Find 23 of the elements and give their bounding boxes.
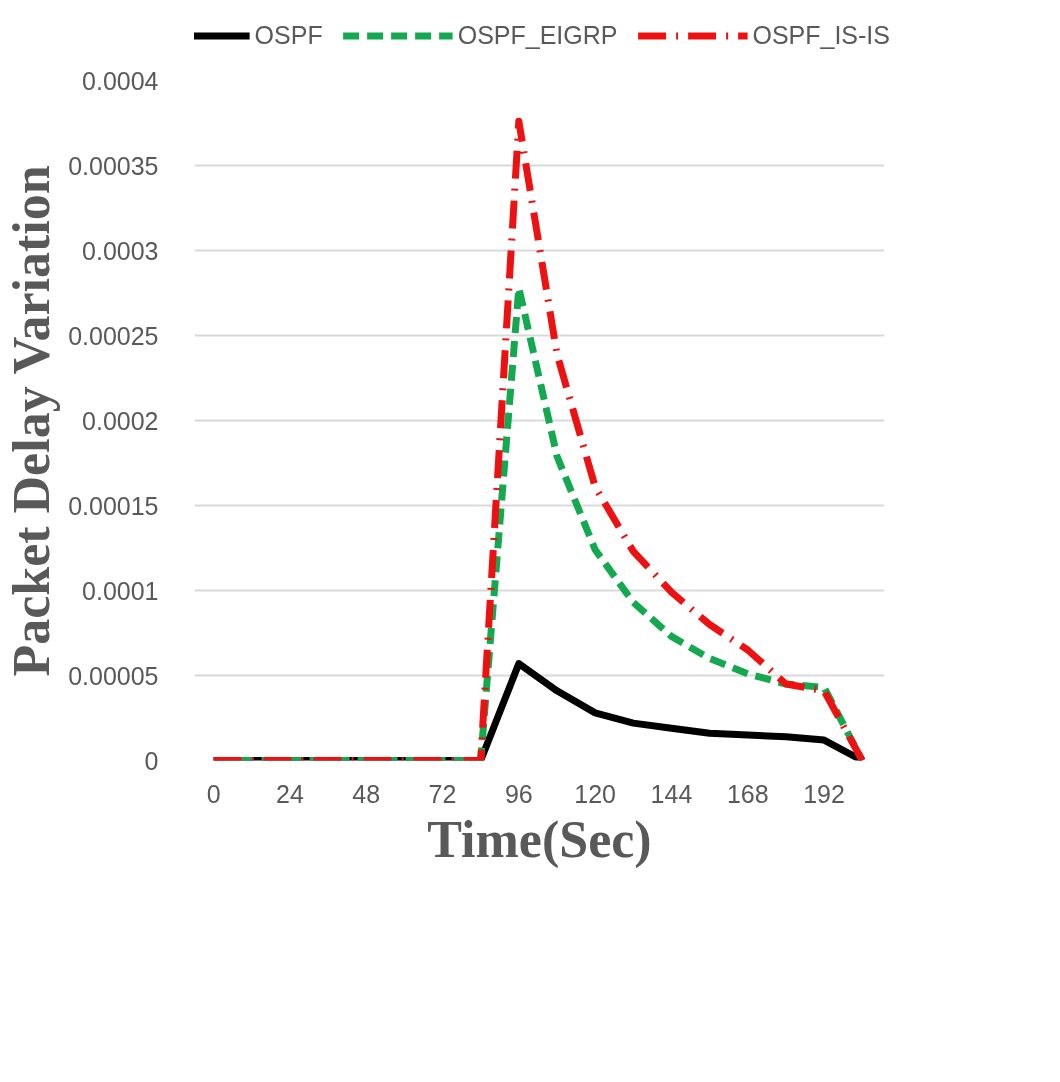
y-tick-label: 0.0003	[82, 236, 159, 265]
x-tick-label: 0	[206, 779, 221, 808]
x-tick-label: 144	[650, 779, 693, 808]
x-tick-label: 24	[275, 779, 304, 808]
y-tick-label: 0.00005	[68, 661, 159, 690]
y-tick-label: 0.0001	[82, 576, 159, 605]
y-tick-label: 0.00025	[68, 321, 159, 350]
legend-label: OSPF_IS-IS	[752, 20, 890, 50]
legend-label: OSPF_EIGRP	[457, 20, 618, 50]
x-tick-label: 168	[726, 779, 769, 808]
x-tick-label: 72	[428, 779, 457, 808]
y-tick-label: 0.00035	[68, 151, 159, 180]
x-tick-label: 120	[574, 779, 617, 808]
x-axis-title: Time(Sec)	[427, 810, 652, 869]
legend-label: OSPF	[254, 20, 323, 50]
x-tick-label: 48	[352, 779, 381, 808]
y-tick-label: 0.0004	[82, 66, 159, 95]
x-tick-label: 96	[504, 779, 533, 808]
y-tick-label: 0.0002	[82, 406, 159, 435]
y-tick-label: 0	[144, 746, 159, 775]
y-axis-title: Packet Delay Variation	[3, 165, 61, 677]
y-tick-label: 0.00015	[68, 491, 159, 520]
x-tick-label: 192	[803, 779, 845, 808]
